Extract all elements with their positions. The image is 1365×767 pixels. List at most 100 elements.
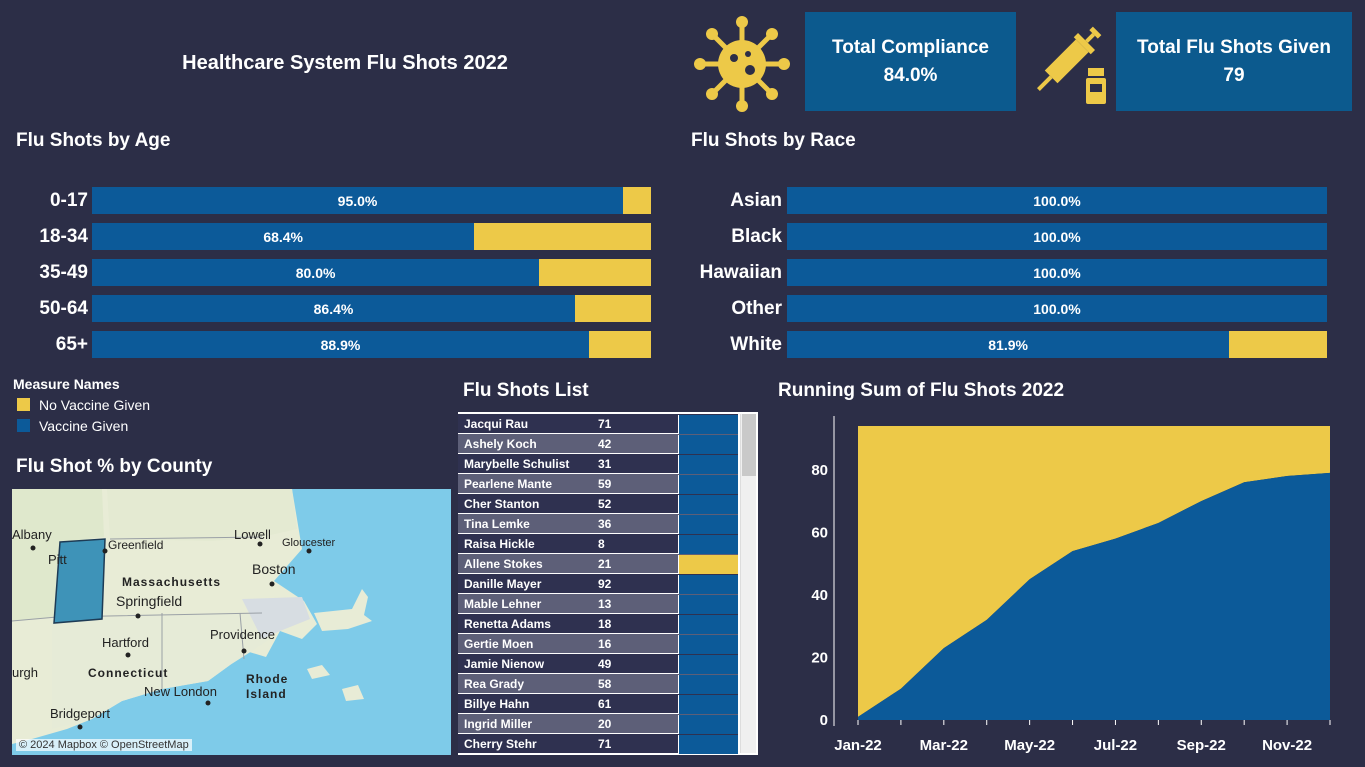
x-tick-label: Mar-22 [920, 737, 968, 754]
bar-category-label: Black [731, 226, 782, 247]
bar-vaccine-given[interactable]: 80.0% [92, 259, 540, 286]
list-scrollbar-thumb[interactable] [742, 414, 756, 476]
list-item[interactable]: Allene Stokes 21 [458, 554, 738, 574]
svg-text:Albany: Albany [12, 527, 52, 542]
bar-row[interactable]: 86.4% [92, 295, 651, 322]
running-sum-area-chart: 0 20 40 60 80 Jan-22 Mar-22 May-22 Jul-22 Sep-22 N… [811, 416, 1331, 754]
bar-vaccine-given[interactable]: 95.0% [92, 187, 624, 214]
list-item[interactable]: Billye Hahn 61 [458, 694, 738, 714]
legend-label: Vaccine Given [39, 417, 129, 434]
legend-swatch [17, 419, 30, 432]
list-item[interactable]: Raisa Hickle 8 [458, 534, 738, 554]
list-item-status [678, 635, 738, 654]
bar-no-vaccine[interactable] [623, 187, 651, 214]
list-item[interactable]: Rea Grady 58 [458, 674, 738, 694]
y-tick-label: 80 [811, 462, 828, 479]
bar-vaccine-given[interactable]: 100.0% [787, 187, 1327, 214]
bar-category-label: 18-34 [39, 226, 88, 247]
list-item[interactable]: Jacqui Rau 71 [458, 414, 738, 434]
map-title: Flu Shot % by County [16, 456, 213, 477]
list-item-age: 36 [598, 517, 612, 531]
list-item[interactable]: Danille Mayer 92 [458, 574, 738, 594]
bar-vaccine-given[interactable]: 100.0% [787, 295, 1327, 322]
bar-row[interactable]: 95.0% [92, 187, 651, 214]
bar-data-label: 80.0% [295, 264, 336, 281]
svg-text:Bridgeport: Bridgeport [50, 706, 110, 721]
legend-item-vaccine-given[interactable]: Vaccine Given [13, 415, 150, 436]
list-item[interactable]: Ingrid Miller 20 [458, 714, 738, 734]
bar-row[interactable]: 100.0% [787, 295, 1327, 322]
list-item-status [678, 555, 738, 574]
list-item-status [678, 615, 738, 634]
bar-no-vaccine[interactable] [574, 295, 651, 322]
bar-vaccine-given[interactable]: 88.9% [92, 331, 589, 358]
list-item-name: Rea Grady [464, 677, 525, 691]
svg-text:Pitt: Pitt [48, 552, 67, 567]
bar-row[interactable]: 100.0% [787, 223, 1327, 250]
bar-data-label: 95.0% [337, 192, 378, 209]
bar-data-label: 81.9% [988, 336, 1028, 353]
bar-row[interactable]: 80.0% [92, 259, 651, 286]
list-item-name: Renetta Adams [464, 617, 551, 631]
bar-row[interactable]: 100.0% [787, 187, 1327, 214]
list-item-status [678, 715, 738, 734]
bar-row[interactable]: 81.9% [787, 331, 1327, 358]
list-item-age: 18 [598, 617, 612, 631]
list-item-status [678, 695, 738, 714]
list-item-name: Jamie Nienow [464, 657, 545, 671]
list-item-status [678, 575, 738, 594]
list-item-status [678, 655, 738, 674]
bar-no-vaccine[interactable] [539, 259, 651, 286]
county-map[interactable]: Albany Pitt Greenfield Lowell Gloucester… [12, 489, 451, 755]
list-item[interactable]: Cher Stanton 52 [458, 494, 738, 514]
list-item-age: 13 [598, 597, 612, 611]
x-tick-label: Jul-22 [1094, 737, 1137, 754]
svg-text:Lowell: Lowell [234, 527, 271, 542]
bar-vaccine-given[interactable]: 100.0% [787, 259, 1327, 286]
list-item[interactable]: Jamie Nienow 49 [458, 654, 738, 674]
bar-data-label: 100.0% [1033, 192, 1081, 209]
svg-text:Springfield: Springfield [116, 593, 182, 609]
list-item-age: 31 [598, 457, 612, 471]
list-item-name: Raisa Hickle [464, 537, 535, 551]
bar-category-label: White [730, 334, 782, 355]
bar-vaccine-given[interactable]: 81.9% [787, 331, 1230, 358]
bar-no-vaccine[interactable] [474, 223, 651, 250]
list-item[interactable]: Tina Lemke 36 [458, 514, 738, 534]
virus-icon [690, 10, 794, 114]
list-item-name: Billye Hahn [464, 697, 530, 711]
list-item-status [678, 415, 738, 434]
bar-vaccine-given[interactable]: 68.4% [92, 223, 475, 250]
bar-no-vaccine[interactable] [588, 331, 651, 358]
list-item[interactable]: Renetta Adams 18 [458, 614, 738, 634]
list-item[interactable]: Mable Lehner 13 [458, 594, 738, 614]
list-item-status [678, 595, 738, 614]
svg-text:Connecticut: Connecticut [88, 666, 168, 680]
bar-row[interactable]: 100.0% [787, 259, 1327, 286]
area-no-vaccine[interactable] [858, 426, 1330, 717]
list-item-name: Jacqui Rau [464, 417, 529, 431]
list-item[interactable]: Marybelle Schulist 31 [458, 454, 738, 474]
list-scrollbar[interactable] [740, 414, 756, 753]
bar-no-vaccine[interactable] [1229, 331, 1327, 358]
x-tick-label: Sep-22 [1177, 737, 1226, 754]
list-item[interactable]: Cherry Stehr 71 [458, 734, 738, 754]
svg-text:Gloucester: Gloucester [282, 537, 336, 549]
list-item-age: 92 [598, 577, 612, 591]
bar-vaccine-given[interactable]: 86.4% [92, 295, 575, 322]
bar-row[interactable]: 68.4% [92, 223, 651, 250]
bar-row[interactable]: 88.9% [92, 331, 651, 358]
list-item-name: Ashely Koch [464, 437, 537, 451]
area-vaccine-given[interactable] [858, 472, 1330, 720]
list-item-status [678, 475, 738, 494]
list-item[interactable]: Ashely Koch 42 [458, 434, 738, 454]
list-item[interactable]: Pearlene Mante 59 [458, 474, 738, 494]
bar-vaccine-given[interactable]: 100.0% [787, 223, 1327, 250]
map-attribution[interactable]: © 2024 Mapbox © OpenStreetMap [16, 739, 192, 751]
legend-label: No Vaccine Given [39, 396, 151, 413]
legend-item-no-vaccine[interactable]: No Vaccine Given [13, 394, 150, 415]
bar-data-label: 100.0% [1033, 228, 1081, 245]
bar-category-label: 35-49 [39, 262, 88, 283]
svg-text:Providence: Providence [210, 627, 275, 642]
list-item[interactable]: Gertie Moen 16 [458, 634, 738, 654]
